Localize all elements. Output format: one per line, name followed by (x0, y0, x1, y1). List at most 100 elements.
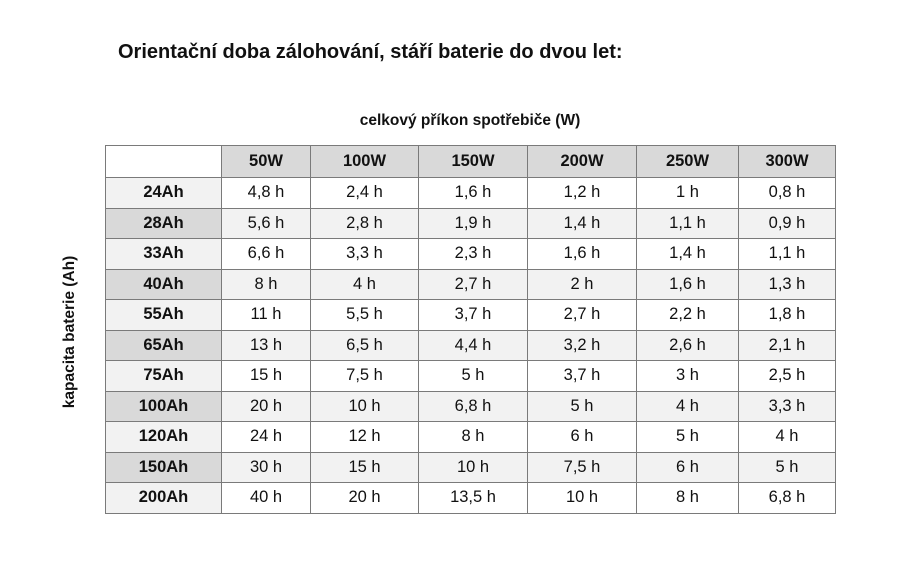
table-cell: 5 h (418, 360, 528, 392)
table-cell: 1,1 h (636, 207, 739, 239)
table-cell: 5 h (527, 390, 637, 422)
table-cell: 1,4 h (636, 238, 739, 270)
table-cell: 4,4 h (418, 329, 528, 361)
table-cell: 30 h (221, 451, 311, 483)
table-cell: 1,8 h (738, 299, 836, 331)
table-cell: 8 h (221, 268, 311, 300)
table-cell: 20 h (221, 390, 311, 422)
table-cell: 1,3 h (738, 268, 836, 300)
table-cell: 4 h (310, 268, 419, 300)
table-cell: 0,9 h (738, 207, 836, 239)
table-cell: 10 h (527, 482, 637, 514)
table-cell: 2,8 h (310, 207, 419, 239)
row-header: 24Ah (105, 177, 222, 209)
column-header: 150W (418, 145, 528, 178)
table-cell: 2,1 h (738, 329, 836, 361)
row-header: 33Ah (105, 238, 222, 270)
table-cell: 2,7 h (418, 268, 528, 300)
table-cell: 4,8 h (221, 177, 311, 209)
row-header: 65Ah (105, 329, 222, 361)
table-cell: 24 h (221, 421, 311, 453)
table-cell: 6,5 h (310, 329, 419, 361)
table-cell: 10 h (418, 451, 528, 483)
table-cell: 3,3 h (738, 390, 836, 422)
table-cell: 8 h (418, 421, 528, 453)
table-cell: 15 h (221, 360, 311, 392)
table-cell: 1,4 h (527, 207, 637, 239)
table-cell: 0,8 h (738, 177, 836, 209)
row-header: 100Ah (105, 390, 222, 422)
table-cell: 5 h (738, 451, 836, 483)
table-cell: 11 h (221, 299, 311, 331)
table-cell: 3,2 h (527, 329, 637, 361)
table-cell: 1,9 h (418, 207, 528, 239)
backup-time-table: 50W 100W 150W 200W 250W 300W 24Ah 4,8 h 2,… (105, 145, 836, 514)
table-cell: 1,1 h (738, 238, 836, 270)
table-cell: 5 h (636, 421, 739, 453)
table-cell: 20 h (310, 482, 419, 514)
row-group-label: kapacita baterie (Ah) (61, 255, 78, 409)
row-header: 120Ah (105, 421, 222, 453)
table-cell: 1 h (636, 177, 739, 209)
page-title: Orientační doba zálohování, stáří bateri… (118, 41, 623, 63)
table-cell: 6 h (527, 421, 637, 453)
table-cell: 2,2 h (636, 299, 739, 331)
table-row: 65Ah 13 h 6,5 h 4,4 h 3,2 h 2,6 h 2,1 h (105, 329, 836, 361)
table-cell: 4 h (636, 390, 739, 422)
table-cell: 6 h (636, 451, 739, 483)
row-header: 200Ah (105, 482, 222, 514)
table-cell: 1,6 h (527, 238, 637, 270)
table-cell: 6,6 h (221, 238, 311, 270)
column-header: 250W (636, 145, 739, 178)
table-cell: 3 h (636, 360, 739, 392)
table-cell: 40 h (221, 482, 311, 514)
table-cell: 6,8 h (738, 482, 836, 514)
table-cell: 2 h (527, 268, 637, 300)
table-cell: 7,5 h (310, 360, 419, 392)
table-cell: 15 h (310, 451, 419, 483)
table-cell: 6,8 h (418, 390, 528, 422)
column-header: 50W (221, 145, 311, 178)
table-cell: 3,7 h (527, 360, 637, 392)
table-cell: 3,3 h (310, 238, 419, 270)
table-cell: 2,6 h (636, 329, 739, 361)
table-cell: 2,7 h (527, 299, 637, 331)
row-header: 40Ah (105, 268, 222, 300)
row-header: 75Ah (105, 360, 222, 392)
table-cell: 1,6 h (636, 268, 739, 300)
table-cell: 2,3 h (418, 238, 528, 270)
table-cell: 2,5 h (738, 360, 836, 392)
table-row: 33Ah 6,6 h 3,3 h 2,3 h 1,6 h 1,4 h 1,1 h (105, 238, 836, 270)
table-cell: 5,5 h (310, 299, 419, 331)
table-row: 55Ah 11 h 5,5 h 3,7 h 2,7 h 2,2 h 1,8 h (105, 299, 836, 331)
table-row: 28Ah 5,6 h 2,8 h 1,9 h 1,4 h 1,1 h 0,9 h (105, 207, 836, 239)
table-cell: 10 h (310, 390, 419, 422)
row-header: 150Ah (105, 451, 222, 483)
column-header: 300W (738, 145, 836, 178)
table-cell: 3,7 h (418, 299, 528, 331)
table-cell: 5,6 h (221, 207, 311, 239)
column-header: 200W (527, 145, 637, 178)
row-header: 55Ah (105, 299, 222, 331)
table-cell: 1,2 h (527, 177, 637, 209)
table-cell: 13 h (221, 329, 311, 361)
column-header: 100W (310, 145, 419, 178)
table-cell: 8 h (636, 482, 739, 514)
corner-cell (105, 145, 222, 178)
table-cell: 2,4 h (310, 177, 419, 209)
table-cell: 4 h (738, 421, 836, 453)
table-cell: 12 h (310, 421, 419, 453)
row-header: 28Ah (105, 207, 222, 239)
column-group-label: celkový příkon spotřebiče (W) (359, 112, 581, 129)
header-row: 50W 100W 150W 200W 250W 300W (105, 145, 836, 178)
table-cell: 13,5 h (418, 482, 528, 514)
table-cell: 7,5 h (527, 451, 637, 483)
table-cell: 1,6 h (418, 177, 528, 209)
